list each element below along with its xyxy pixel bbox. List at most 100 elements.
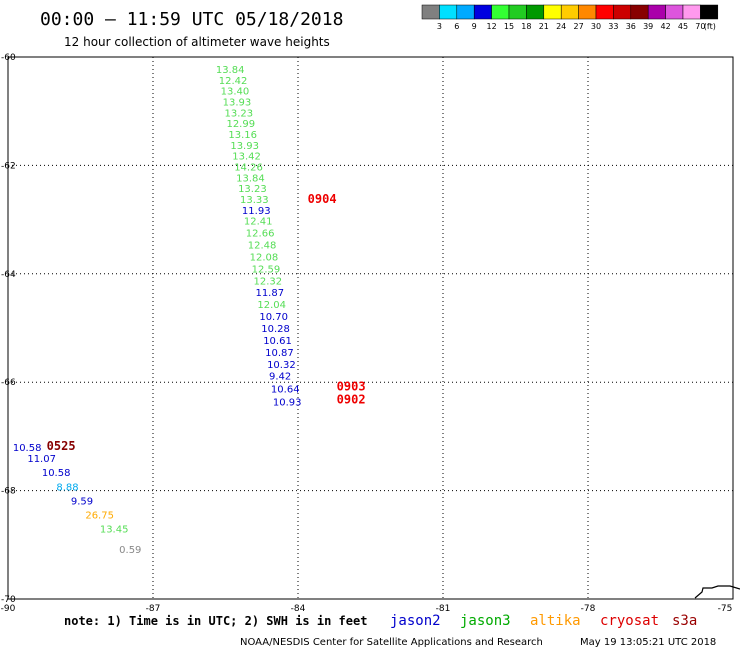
colorbar-label: 3 (437, 22, 442, 31)
wave-height-label: 12.48 (248, 241, 277, 252)
pass-time-label: 0525 (47, 439, 76, 453)
satellite-legend: jason2 jason3 altika cryosat s3a (390, 613, 697, 629)
wave-height-label: 13.16 (228, 130, 257, 141)
x-tick-label: -84 (291, 604, 306, 614)
colorbar-label: 18 (521, 22, 531, 31)
y-tick-label: -64 (1, 270, 16, 280)
colorbar-swatch (578, 4, 597, 20)
wave-height-label: 12.59 (252, 264, 281, 275)
wave-height-label: 13.93 (223, 97, 252, 108)
wave-height-label: 13.40 (221, 87, 250, 98)
wave-height-label: 10.58 (13, 443, 42, 454)
chart-subtitle: 12 hour collection of altimeter wave hei… (64, 35, 330, 49)
wave-height-label: 12.42 (219, 76, 248, 87)
colorbar-label: 27 (574, 22, 584, 31)
wave-height-label: 13.84 (216, 65, 245, 76)
y-tick-label: -68 (1, 487, 16, 497)
colorbar-swatch (421, 4, 440, 20)
lat-lon-grid (7, 56, 734, 600)
legend-jason3: jason3 (460, 613, 511, 629)
y-tick-label: -62 (1, 161, 16, 171)
wave-height-label: 12.04 (257, 300, 286, 311)
colorbar-label: 9 (472, 22, 477, 31)
legend-altika: altika (530, 613, 581, 629)
wave-height-label: 11.93 (242, 206, 271, 217)
wave-height-label: 13.45 (100, 525, 129, 536)
wave-height-label: 9.42 (269, 372, 291, 383)
wave-height-label: 0.59 (119, 545, 141, 556)
legend-jason2: jason2 (390, 613, 441, 629)
colorbar-label: 70 (695, 22, 705, 31)
colorbar-label: 6 (454, 22, 459, 31)
plot-frame (7, 56, 734, 600)
colorbar-swatch (560, 4, 579, 20)
colorbar-label: 33 (608, 22, 618, 31)
legend-s3a: s3a (672, 613, 697, 629)
wave-height-label: 11.87 (255, 288, 284, 299)
wave-height-label: 13.33 (240, 195, 269, 206)
colorbar-swatch (473, 4, 492, 20)
pass-time-label: 0903 (337, 380, 366, 394)
wave-height-label: 11.07 (27, 454, 56, 465)
wave-height-label: 13.42 (232, 152, 261, 163)
y-tick-label: -70 (1, 595, 16, 605)
axis-ticks: -90 -87 -84 -81 -78 -75 -60 -62 -64 -66 -68 -70 (1, 53, 733, 614)
colorbar-unit: (ft) (704, 22, 716, 31)
wave-height-points: 13.8412.4213.4013.9313.2312.9913.1613.93… (13, 65, 302, 556)
colorbar-label: 39 (643, 22, 653, 31)
colorbar-label: 30 (591, 22, 601, 31)
colorbar-swatch (543, 4, 562, 20)
colorbar-swatch (613, 4, 632, 20)
wave-height-label: 12.99 (226, 119, 255, 130)
y-tick-label: -60 (1, 53, 16, 63)
pass-time-label: 0902 (337, 393, 366, 407)
x-tick-label: -78 (581, 604, 596, 614)
wave-height-label: 10.28 (261, 324, 290, 335)
pass-time-label: 0904 (308, 192, 337, 206)
colorbar-swatch (665, 4, 684, 20)
colorbar-label: 12 (487, 22, 497, 31)
footer-timestamp: May 19 13:05:21 UTC 2018 (580, 637, 716, 648)
colorbar-swatch (700, 4, 719, 20)
colorbar-swatch (491, 4, 510, 20)
wave-height-label: 10.87 (265, 348, 294, 359)
y-tick-label: -66 (1, 378, 16, 388)
legend-cryosat: cryosat (600, 613, 659, 629)
x-tick-label: -81 (436, 604, 451, 614)
wave-height-label: 13.93 (230, 141, 259, 152)
colorbar-label: 45 (678, 22, 688, 31)
coastline (694, 585, 740, 599)
colorbar-label: 15 (504, 22, 514, 31)
wave-height-label: 12.32 (254, 276, 283, 287)
wave-height-label: 10.70 (259, 312, 288, 323)
wave-height-label: 13.23 (225, 108, 254, 119)
colorbar-swatch (682, 4, 701, 20)
x-tick-label: -87 (146, 604, 161, 614)
wave-height-label: 13.84 (236, 173, 265, 184)
wave-height-label: 12.08 (250, 252, 279, 263)
wave-height-label: 12.41 (244, 217, 273, 228)
colorbar-swatch (630, 4, 649, 20)
wave-height-label: 10.61 (263, 336, 292, 347)
x-tick-label: -75 (718, 604, 733, 614)
wave-height-label: 9.59 (71, 496, 93, 507)
wave-height-label: 10.64 (271, 385, 300, 396)
colorbar-swatch (526, 4, 545, 20)
wave-height-label: 26.75 (85, 510, 114, 521)
colorbar-swatch (439, 4, 458, 20)
wave-height-label: 10.93 (273, 398, 302, 409)
x-tick-label: -90 (1, 604, 16, 614)
colorbar-swatch (595, 4, 614, 20)
wave-height-colorbar: 3 6 9 12 15 18 21 24 27 30 33 36 39 42 45 70(ft) (421, 4, 719, 31)
footer-note: note: 1) Time is in UTC; 2) SWH is in fe… (64, 614, 367, 628)
colorbar-swatch (508, 4, 527, 20)
footer-credit: NOAA/NESDIS Center for Satellite Applica… (240, 637, 543, 648)
chart-title: 00:00 – 11:59 UTC 05/18/2018 (40, 9, 343, 30)
colorbar-label: 24 (556, 22, 566, 31)
wave-height-label: 10.32 (267, 360, 296, 371)
wave-height-label: 8.88 (56, 482, 78, 493)
wave-height-label: 14.26 (234, 162, 263, 173)
wave-height-label: 10.58 (42, 468, 71, 479)
